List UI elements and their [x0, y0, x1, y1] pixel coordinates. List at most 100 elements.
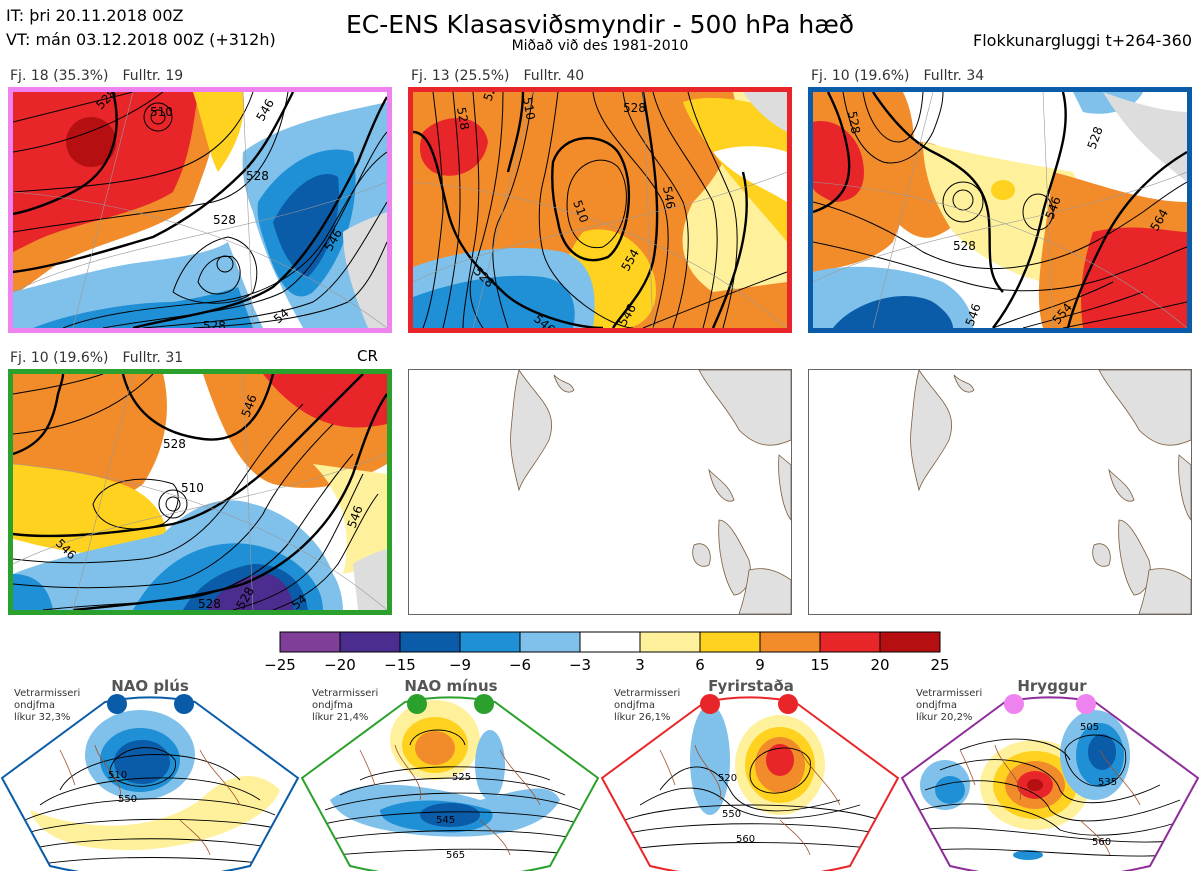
contour-label: 528 [203, 319, 226, 328]
regime-1-note: Vetrarmisseri ondjfma líkur 32,3% [14, 688, 80, 724]
contour-label: 528 [481, 92, 502, 103]
cluster-map-4-plot: 528 546 510 546 528 546 528 54 [13, 374, 387, 610]
colorbar-tick-label: −20 [324, 656, 356, 674]
regime-2-note-season: Vetrarmisseri [312, 688, 379, 699]
regime-1-note-season: Vetrarmisseri [14, 688, 81, 699]
regime-2-note: Vetrarmisseri ondjfma líkur 21,4% [312, 688, 378, 724]
regime-3-note-months: ondjfma [614, 700, 655, 711]
regime-4-dot-left [1004, 694, 1024, 714]
regime-2-contour-label: 525 [452, 772, 471, 783]
regime-4-contour-label: 560 [1092, 837, 1111, 848]
regime-4-contour-label: 535 [1098, 777, 1117, 788]
cluster-map-1-plot: 528 510 546 528 528 546 528 54 [13, 92, 387, 328]
colorbar-tick-label: 3 [635, 656, 645, 674]
colorbar-tick-label: 15 [810, 656, 830, 674]
colorbar-tick-label: −3 [568, 656, 592, 674]
cluster-4-tag: CR [357, 347, 378, 365]
cluster-map-3-plot: 528 528 528 546 564 554 546 [813, 92, 1187, 328]
regime-2-contour-label: 565 [446, 850, 465, 861]
colorbar-swatch [519, 631, 581, 653]
cluster-4-fj: Fj. 10 (19.6%) [10, 350, 109, 366]
page-title: EC-ENS Klasasviðsmyndir - 500 hPa hæð [345, 10, 855, 39]
colorbar-tick-label: 20 [870, 656, 890, 674]
contour-label: 546 [660, 185, 678, 210]
regime-2-dot-left [407, 694, 427, 714]
cluster-3-label: Fj. 10 (19.6%) Fulltr. 34 [811, 68, 984, 84]
regime-4-note-season: Vetrarmisseri [916, 688, 983, 699]
cluster-map-2-plot: 528 528 510 528 546 510 528 546 546 554 [413, 92, 787, 328]
colorbar-tick-label: 6 [695, 656, 705, 674]
cluster-4-fulltr: Fulltr. 31 [122, 350, 184, 366]
empty-map-5-coastline [510, 370, 791, 614]
regime-2-contour-label: 545 [436, 815, 455, 826]
regime-4-note-months: ondjfma [916, 700, 957, 711]
cluster-map-1: 528 510 546 528 528 546 528 54 [8, 87, 392, 333]
cluster-1-fulltr: Fulltr. 19 [122, 68, 184, 84]
regime-map-blocking: 520 550 560 [600, 694, 900, 871]
contour-label: 528 [953, 239, 976, 253]
empty-cluster-map-5 [408, 369, 792, 615]
cluster-map-2: 528 528 510 528 546 510 528 546 546 554 [408, 87, 792, 333]
contour-label: 528 [163, 437, 186, 451]
contour-label: 528 [246, 169, 269, 183]
contour-label: 510 [520, 96, 538, 121]
regime-4-contour-label: 505 [1080, 722, 1099, 733]
contour-label: 528 [845, 110, 863, 135]
regime-2-dot-right [474, 694, 494, 714]
colorbar-tick-label: −6 [508, 656, 532, 674]
empty-map-6-coastline [910, 370, 1191, 614]
contour-label: 528 [198, 597, 221, 610]
regime-3-note-season: Vetrarmisseri [614, 688, 681, 699]
contour-label: 510 [181, 481, 204, 495]
cluster-2-fj: Fj. 13 (25.5%) [411, 68, 510, 84]
regime-map-ridge: 505 535 560 [900, 694, 1200, 871]
cluster-map-4: 528 546 510 546 528 546 528 54 [8, 369, 392, 615]
colorbar-swatch [639, 631, 701, 653]
valid-time: VT: mán 03.12.2018 00Z (+312h) [6, 30, 276, 49]
regime-1-note-months: ondjfma [14, 700, 55, 711]
colorbar-tick-label: −25 [264, 656, 296, 674]
regime-1-dot-right [174, 694, 194, 714]
regime-3-contour-label: 550 [722, 809, 741, 820]
contour-label: 528 [213, 213, 236, 227]
colorbar-tick-label: −15 [384, 656, 416, 674]
regime-1-contour-label: 550 [118, 794, 137, 805]
cluster-2-fulltr: Fulltr. 40 [523, 68, 585, 84]
colorbar-tick-label: 25 [930, 656, 950, 674]
colorbar-swatch [279, 631, 341, 653]
cluster-1-fj: Fj. 18 (35.3%) [10, 68, 109, 84]
cluster-2-label: Fj. 13 (25.5%) Fulltr. 40 [411, 68, 584, 84]
regime-3-title: Fyrirstaða [708, 677, 794, 695]
classification-window: Flokkunargluggi t+264-360 [973, 31, 1192, 50]
cluster-3-fulltr: Fulltr. 34 [923, 68, 985, 84]
contour-label: 510 [150, 105, 173, 119]
colorbar-swatch [699, 631, 761, 653]
colorbar [279, 631, 941, 653]
regime-4-title: Hryggur [1017, 677, 1087, 695]
regime-3-note-prob: líkur 26,1% [614, 712, 671, 723]
regime-2-note-months: ondjfma [312, 700, 353, 711]
regime-4-note-prob: líkur 20,2% [916, 712, 973, 723]
regime-3-contour-label: 520 [718, 773, 737, 784]
contour-label: 528 [454, 106, 472, 131]
regime-1-note-prob: líkur 32,3% [14, 712, 71, 723]
colorbar-swatch [579, 631, 641, 653]
colorbar-swatch [819, 631, 881, 653]
regime-3-note: Vetrarmisseri ondjfma líkur 26,1% [614, 688, 680, 724]
regime-1-contour-label: 510 [108, 770, 127, 781]
regime-3-contour-label: 560 [736, 834, 755, 845]
cluster-map-3: 528 528 528 546 564 554 546 [808, 87, 1192, 333]
colorbar-swatch [339, 631, 401, 653]
colorbar-tick-label: 9 [755, 656, 765, 674]
regime-2-title: NAO mínus [404, 677, 498, 695]
regime-3-dot-right [778, 694, 798, 714]
empty-cluster-map-6 [808, 369, 1192, 615]
contour-label: 528 [623, 101, 646, 115]
regime-map-nao-minus: 525 545 565 [300, 694, 600, 871]
colorbar-swatch [759, 631, 821, 653]
regime-1-dot-left [107, 694, 127, 714]
regime-2-note-prob: líkur 21,4% [312, 712, 369, 723]
regime-3-dot-left [700, 694, 720, 714]
colorbar-swatch [459, 631, 521, 653]
colorbar-swatch [399, 631, 461, 653]
